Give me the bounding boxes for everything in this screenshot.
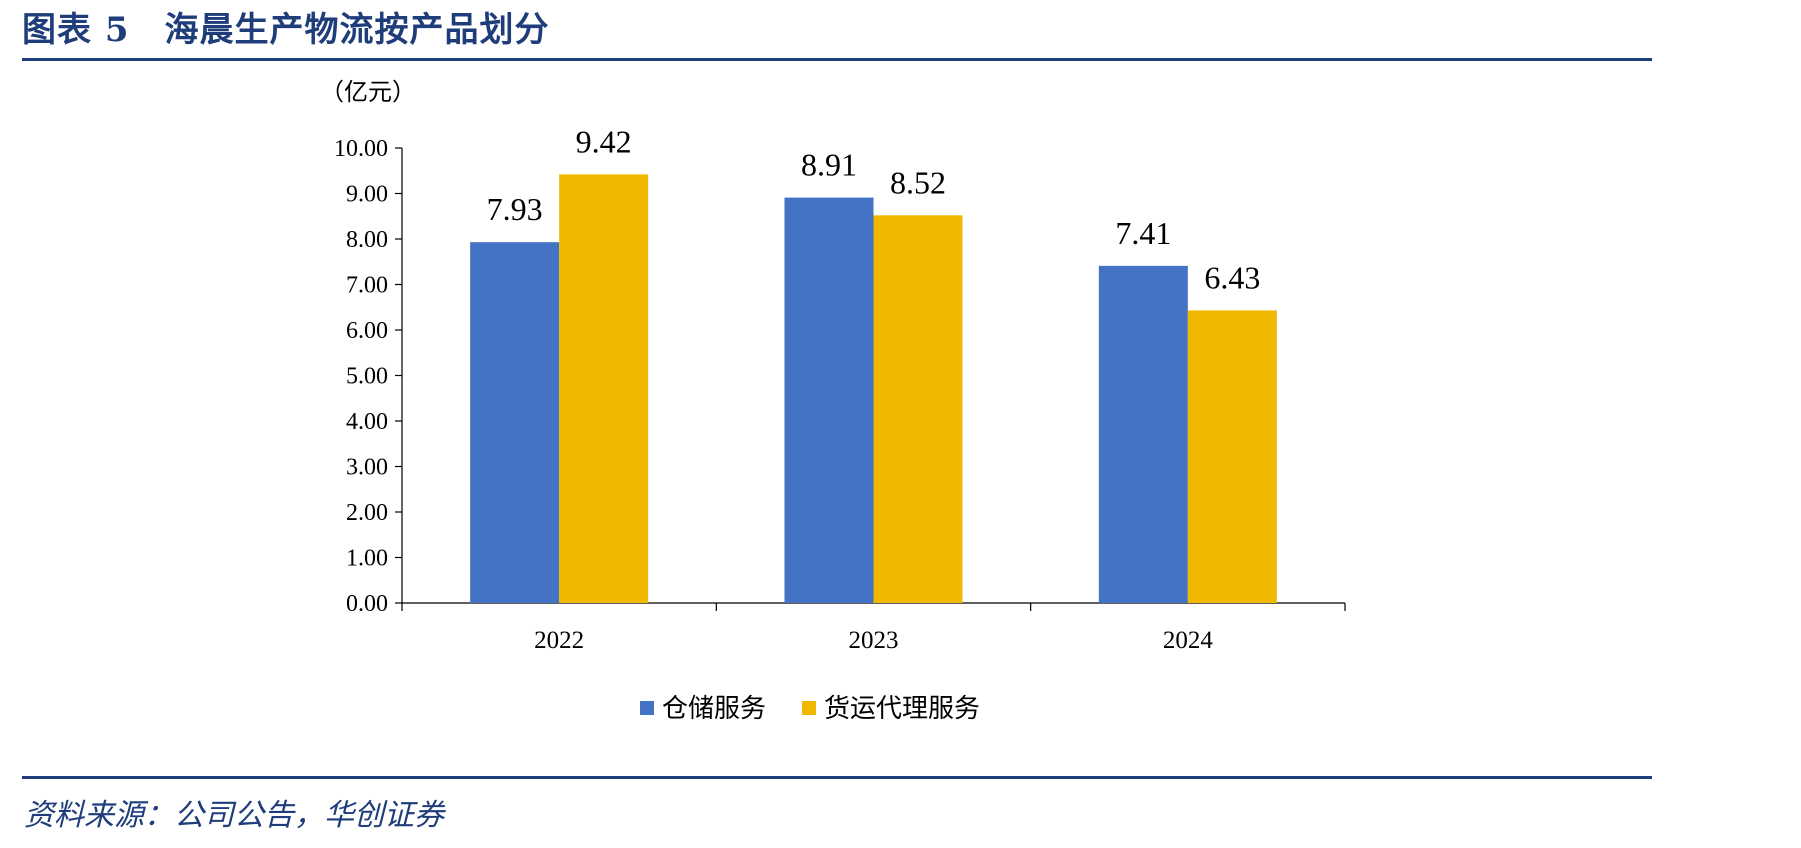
bar	[1187, 310, 1277, 603]
y-tick-label: 5.00	[346, 364, 388, 390]
data-label: 8.91	[801, 147, 857, 183]
y-tick-label: 1.00	[346, 546, 388, 572]
bar	[559, 174, 649, 603]
y-tick-label: 9.00	[346, 182, 388, 208]
bars	[470, 174, 1277, 603]
x-tick-label: 2024	[1163, 627, 1214, 654]
bar-chart: （亿元） 0.00 1.00 2.00 3.00 4.00 5.00 6.00 7.00 8.0…	[320, 78, 1346, 724]
bar	[1098, 265, 1188, 603]
data-label: 8.52	[890, 164, 946, 200]
legend: 仓储服务 货运代理服务	[640, 694, 980, 724]
figure-title: 图表 5 海晨生产物流按产品划分	[22, 10, 550, 50]
data-label: 7.93	[487, 191, 543, 227]
axes: 0.00 1.00 2.00 3.00 4.00 5.00 6.00 7.00 8.00 9.00…	[334, 136, 1346, 654]
y-tick-label: 2.00	[346, 500, 388, 526]
source-note: 资料来源：公司公告，华创证券	[24, 798, 444, 833]
y-tick-label: 3.00	[346, 455, 388, 481]
y-axis-unit-label: （亿元）	[320, 78, 416, 106]
bar	[784, 197, 874, 603]
data-label: 6.43	[1204, 259, 1260, 295]
legend-swatch	[802, 701, 816, 715]
legend-label: 仓储服务	[662, 694, 766, 724]
legend-label: 货运代理服务	[824, 694, 980, 724]
data-label: 9.42	[576, 123, 632, 159]
legend-swatch	[640, 701, 654, 715]
x-tick-label: 2023	[849, 627, 899, 654]
y-tick-label: 6.00	[346, 318, 388, 344]
y-tick-label: 8.00	[346, 227, 388, 253]
y-tick-label: 10.00	[334, 136, 388, 162]
y-tick-label: 7.00	[346, 273, 388, 299]
data-labels: 7.93 8.91 7.41 9.42 8.52 6.43	[487, 123, 1261, 295]
bottom-rule	[22, 776, 1652, 779]
y-tick-label: 4.00	[346, 409, 388, 435]
top-rule	[22, 58, 1652, 61]
bar	[873, 215, 963, 603]
x-tick-label: 2022	[534, 627, 584, 654]
y-tick-label: 0.00	[346, 591, 388, 617]
data-label: 7.41	[1115, 215, 1171, 251]
bar	[470, 242, 560, 603]
